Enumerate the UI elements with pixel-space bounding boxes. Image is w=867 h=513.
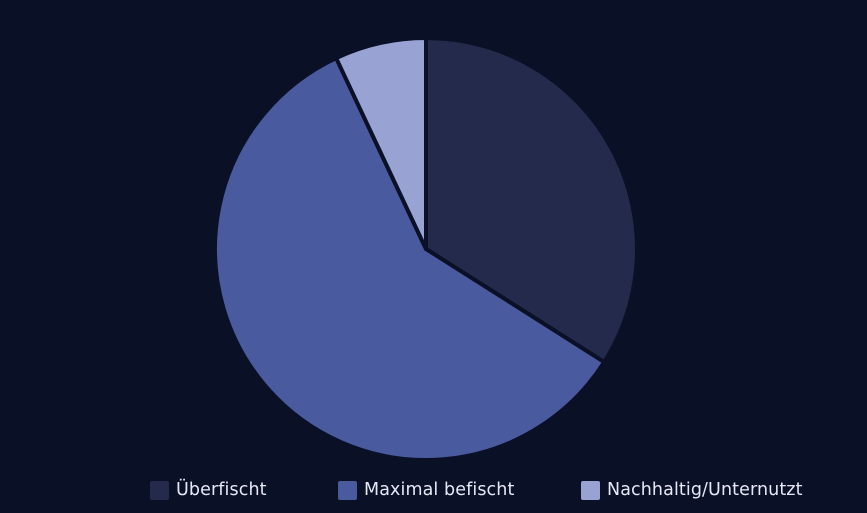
pie-slice-maximally-fished[interactable]	[213, 56, 607, 462]
legend-item-maximally-fished[interactable]: Maximal befischt	[338, 477, 514, 503]
legend-swatch-maximally-fished	[338, 480, 357, 500]
legend-swatch-overfished	[150, 480, 169, 500]
legend-swatch-sustainable	[581, 480, 600, 500]
legend-label-overfished: Überfischt	[176, 480, 267, 500]
chart-legend: Überfischt Maximal befischt Nachhaltig/U…	[0, 477, 867, 505]
legend-item-overfished[interactable]: Überfischt	[150, 477, 267, 503]
legend-item-sustainable[interactable]: Nachhaltig/Unternutzt	[581, 477, 803, 503]
legend-label-maximally-fished: Maximal befischt	[364, 480, 515, 500]
pie-slice-sustainable[interactable]	[334, 36, 428, 251]
legend-label-sustainable: Nachhaltig/Unternutzt	[607, 480, 803, 500]
pie-slices	[213, 36, 639, 462]
